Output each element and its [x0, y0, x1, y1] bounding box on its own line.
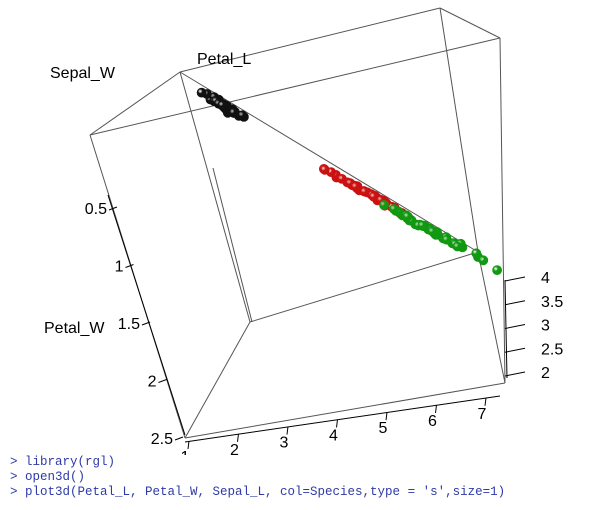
- scatter-3d-plot[interactable]: 1 2 3 4 5 6 7 0.5 1 1.5 2 2.5 2 2.5 3 3.5 4 Petal_L Petal_…: [0, 0, 597, 455]
- z-axis-line: [504, 279, 508, 379]
- x-axis-tick: [484, 397, 487, 406]
- y-tick-label: 2.5: [151, 431, 173, 448]
- axes-group: [107, 194, 526, 450]
- box-edge: [249, 251, 479, 323]
- z-axis-tick: [504, 371, 526, 377]
- x-axis-tick: [237, 433, 239, 442]
- box-edge: [184, 321, 251, 439]
- y-tick-label: 1: [115, 259, 124, 276]
- data-point: [350, 181, 361, 192]
- z-tick-label: 3.5: [541, 294, 563, 311]
- x-tick-label: 2: [230, 442, 239, 455]
- x-axis-tick: [336, 419, 338, 428]
- box-edge: [477, 251, 506, 384]
- y-axis-tick: [174, 436, 184, 441]
- box-edge: [499, 37, 506, 384]
- box-edge: [179, 71, 479, 253]
- z-tick-label: 4: [541, 270, 550, 287]
- data-point: [319, 164, 330, 175]
- data-point: [359, 186, 370, 197]
- console-line: > open3d(): [10, 470, 86, 484]
- box-edge: [184, 382, 506, 439]
- box-edge: [89, 37, 501, 136]
- z-axis-tick: [504, 276, 526, 282]
- data-point: [217, 100, 228, 111]
- y-axis-tick: [141, 321, 151, 326]
- axis-labels-group: 1 2 3 4 5 6 7 0.5 1 1.5 2 2.5 2 2.5 3 3.5 4 Petal_L Petal_…: [44, 51, 563, 455]
- box-edge: [89, 71, 181, 136]
- x-axis-title: Petal_L: [197, 51, 251, 68]
- data-point: [492, 265, 502, 275]
- x-tick-label: 6: [428, 413, 437, 430]
- y-axis-tick: [108, 206, 118, 211]
- box-edge: [212, 167, 253, 323]
- box-edge: [439, 7, 479, 253]
- data-point: [441, 234, 452, 245]
- data-point: [196, 87, 207, 98]
- data-point: [336, 173, 347, 184]
- data-point: [452, 241, 463, 252]
- x-tick-label: 5: [379, 420, 388, 437]
- y-tick-label: 0.5: [85, 201, 107, 218]
- y-tick-label: 2: [148, 374, 157, 391]
- data-point: [417, 220, 428, 231]
- x-tick-label: 1: [181, 449, 190, 455]
- console-line: > plot3d(Petal_L, Petal_W, Sepal_L, col=…: [10, 485, 506, 499]
- data-point: [471, 248, 482, 259]
- z-tick-label: 2.5: [541, 341, 563, 358]
- x-tick-label: 4: [329, 427, 338, 444]
- x-tick-label: 7: [478, 406, 487, 423]
- box-edge: [179, 7, 441, 73]
- data-point: [478, 255, 489, 266]
- data-point: [427, 226, 438, 237]
- z-axis-tick: [504, 347, 526, 353]
- box-edge: [439, 7, 501, 39]
- x-tick-label: 3: [280, 435, 289, 452]
- data-point: [237, 110, 248, 121]
- z-tick-label: 2: [541, 365, 550, 382]
- y-axis-line: [107, 194, 186, 436]
- x-axis-tick: [286, 426, 289, 435]
- x-axis-tick: [385, 412, 388, 421]
- console-line: > library(rgl): [10, 455, 116, 469]
- z-axis-tick: [504, 300, 526, 306]
- z-tick-label: 3: [541, 318, 550, 335]
- x-axis-line: [184, 395, 501, 443]
- data-points-group: [196, 87, 502, 275]
- z-axis-tick: [504, 324, 526, 329]
- data-point: [389, 204, 399, 214]
- data-point: [379, 200, 389, 210]
- data-point: [402, 211, 413, 222]
- r-console[interactable]: > library(rgl) > open3d() > plot3d(Petal_L…: [10, 455, 595, 500]
- box-edge: [179, 71, 251, 323]
- z-axis-title: Sepal_W: [50, 65, 116, 82]
- y-tick-label: 1.5: [118, 316, 140, 333]
- y-axis-tick: [158, 379, 167, 383]
- y-axis-tick: [125, 264, 134, 268]
- y-axis-title: Petal_W: [44, 320, 105, 337]
- x-axis-tick: [435, 404, 437, 414]
- x-axis-tick: [187, 440, 190, 450]
